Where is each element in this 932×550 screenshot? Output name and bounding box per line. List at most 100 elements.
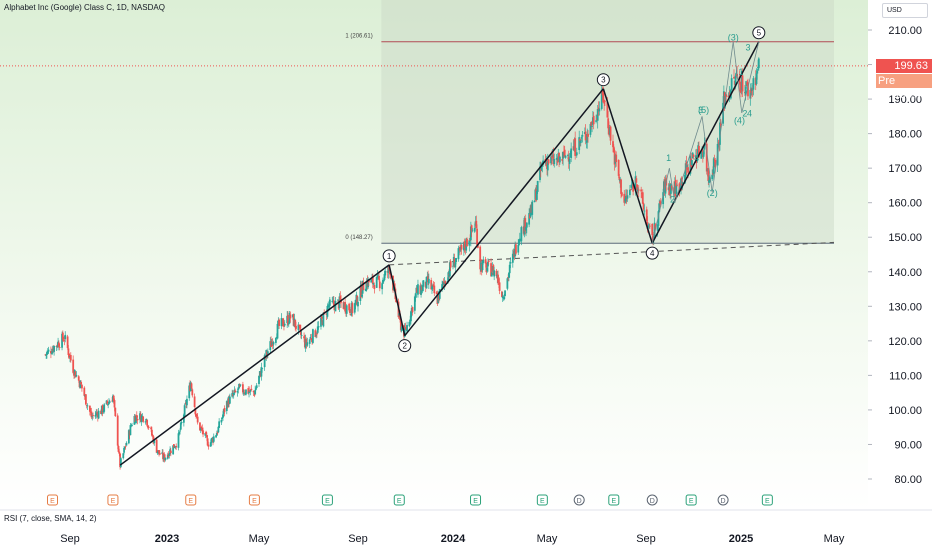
candle-body <box>515 244 517 254</box>
candle-body <box>200 426 203 429</box>
candle-body <box>220 419 223 423</box>
candle-body <box>564 155 567 158</box>
pre-market-tag: Pre 199.46 <box>876 74 932 101</box>
candle-body <box>250 388 253 391</box>
candle-body <box>504 290 506 297</box>
candle-body <box>636 184 639 191</box>
candle-body <box>454 262 457 268</box>
subwave-line <box>668 168 676 203</box>
event-marker-label: D <box>650 498 655 505</box>
candle-body <box>367 278 370 288</box>
candle-body <box>471 229 474 231</box>
candle-body <box>497 274 499 283</box>
time-tick-label: Sep <box>636 533 656 545</box>
candle-body <box>354 299 357 305</box>
wave-line <box>602 88 653 244</box>
candle-body <box>234 390 237 393</box>
price-tick-label: 80.00 <box>894 474 922 486</box>
candle-body <box>77 376 80 381</box>
candle-body <box>632 183 635 192</box>
candle-body <box>517 244 520 253</box>
candle-body <box>136 418 139 421</box>
candle-body <box>317 326 320 328</box>
candle-body <box>533 200 536 203</box>
candle-body <box>258 375 260 384</box>
candle-body <box>653 222 656 238</box>
wave-circle <box>752 26 766 40</box>
candle-body <box>276 323 279 339</box>
candle-body <box>202 430 204 435</box>
candle-body <box>493 270 496 277</box>
candle-body <box>528 213 531 225</box>
candle-body <box>698 145 700 158</box>
candle-body <box>191 389 194 396</box>
dividend-marker <box>573 494 585 506</box>
candle-body <box>178 432 181 435</box>
candle-body <box>740 91 742 93</box>
price-tick-label: 110.00 <box>889 370 922 382</box>
candle-body <box>320 316 323 319</box>
candle-body <box>95 412 98 416</box>
candle-body <box>356 295 359 306</box>
candle-body <box>280 318 283 327</box>
candle-body <box>107 404 110 406</box>
trendline-1-4 <box>389 241 835 266</box>
candle-body <box>662 192 665 205</box>
wave-circle <box>645 246 659 260</box>
candle-body <box>422 280 425 287</box>
candle-body <box>525 222 528 228</box>
candle-body <box>503 296 506 299</box>
event-marker-label: D <box>577 498 582 505</box>
dividend-marker <box>646 494 658 506</box>
candle-body <box>116 415 119 446</box>
candle-body <box>460 244 463 250</box>
event-marker-label: E <box>50 498 55 505</box>
price-tick-label: 180.00 <box>888 129 922 141</box>
event-marker-label: E <box>540 498 545 505</box>
candle-body <box>113 400 116 408</box>
candle-body <box>194 407 197 415</box>
candle-body <box>156 452 159 454</box>
candle-body <box>275 337 277 343</box>
candle-body <box>61 333 63 348</box>
candle-body <box>108 401 111 403</box>
candle-body <box>179 430 181 432</box>
candle-body <box>490 272 493 277</box>
candle-body <box>539 166 541 181</box>
candle-body <box>431 286 433 290</box>
candle-body <box>645 209 648 222</box>
candle-body <box>150 427 152 430</box>
price-tick-label: 160.00 <box>888 198 922 210</box>
candle-body <box>210 438 213 444</box>
candle-body <box>555 158 558 160</box>
candle-body <box>686 165 689 167</box>
candle-body <box>373 284 376 290</box>
candle-body <box>147 426 150 428</box>
candle-body <box>316 333 318 335</box>
candle-body <box>332 300 335 306</box>
candle-body <box>53 345 55 352</box>
candle-body <box>425 276 428 289</box>
rsi-indicator-label[interactable]: RSI (7, close, SMA, 14, 2) <box>4 514 97 523</box>
candle-body <box>441 281 444 286</box>
candle-body <box>468 240 471 246</box>
currency-selector[interactable]: USD <box>882 3 928 18</box>
candle-body <box>86 405 89 407</box>
candle-body <box>64 334 67 340</box>
event-marker-label: E <box>611 498 616 505</box>
candle-body <box>334 300 337 312</box>
event-marker-label: E <box>689 498 694 505</box>
candle-body <box>580 137 583 139</box>
candle-body <box>294 319 297 327</box>
plot-background <box>0 0 868 510</box>
candle-body <box>604 100 606 102</box>
candle-body <box>563 149 566 157</box>
candle-body <box>684 163 687 177</box>
candle-body <box>114 407 117 417</box>
candle-body <box>404 327 407 329</box>
candle-body <box>209 442 212 447</box>
candle-body <box>103 404 106 412</box>
earnings-marker <box>185 494 197 506</box>
candle-body <box>725 94 728 97</box>
